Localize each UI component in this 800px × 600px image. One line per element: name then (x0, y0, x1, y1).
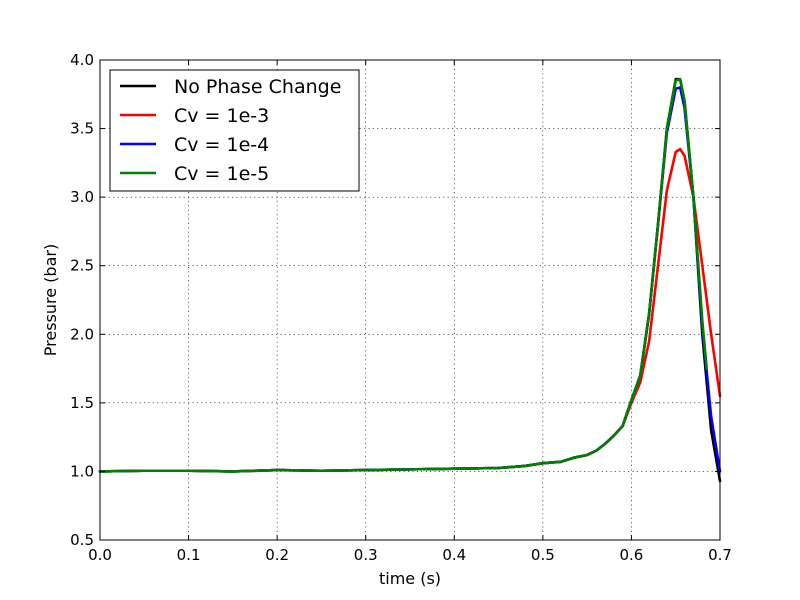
x-tick-label: 0.0 (88, 546, 112, 564)
y-tick-label: 1.5 (70, 394, 94, 412)
x-tick-label: 0.4 (442, 546, 466, 564)
legend-box (109, 69, 360, 192)
y-tick-label: 4.0 (70, 51, 94, 69)
x-tick-label: 0.6 (619, 546, 643, 564)
y-tick-label: 0.5 (70, 531, 94, 549)
x-tick-label: 0.2 (265, 546, 289, 564)
series-lines (98, 77, 722, 483)
legend: No Phase Change Cv = 1e-3 Cv = 1e-4 Cv = 1e… (109, 69, 360, 192)
plot-frame (99, 59, 721, 541)
y-tick-label: 3.0 (70, 188, 94, 206)
series-line-2 (98, 147, 722, 473)
y-tick-label: 1.0 (70, 462, 94, 480)
x-tick-label: 0.7 (708, 546, 732, 564)
y-tick-label: 3.5 (70, 120, 94, 138)
legend-label: Cv = 1e-4 (174, 134, 269, 156)
x-axis-label: time (s) (379, 569, 441, 588)
legend-label: Cv = 1e-5 (174, 163, 269, 185)
y-tick-labels: 0.5 1.0 1.5 2.0 2.5 3.0 3.5 4.0 (70, 51, 94, 549)
series-line-4 (98, 77, 709, 473)
x-tick-label: 0.5 (531, 546, 555, 564)
y-tick-label: 2.0 (70, 325, 94, 343)
x-tick-labels: 0.0 0.1 0.2 0.3 0.4 0.5 0.6 0.7 (88, 546, 732, 564)
legend-label: Cv = 1e-3 (174, 105, 269, 127)
x-tick-label: 0.1 (177, 546, 201, 564)
y-axis-label: Pressure (bar) (41, 244, 60, 356)
axis-ticks (99, 59, 721, 541)
legend-label: No Phase Change (174, 76, 341, 98)
x-tick-label: 0.3 (354, 546, 378, 564)
y-tick-label: 2.5 (70, 257, 94, 275)
